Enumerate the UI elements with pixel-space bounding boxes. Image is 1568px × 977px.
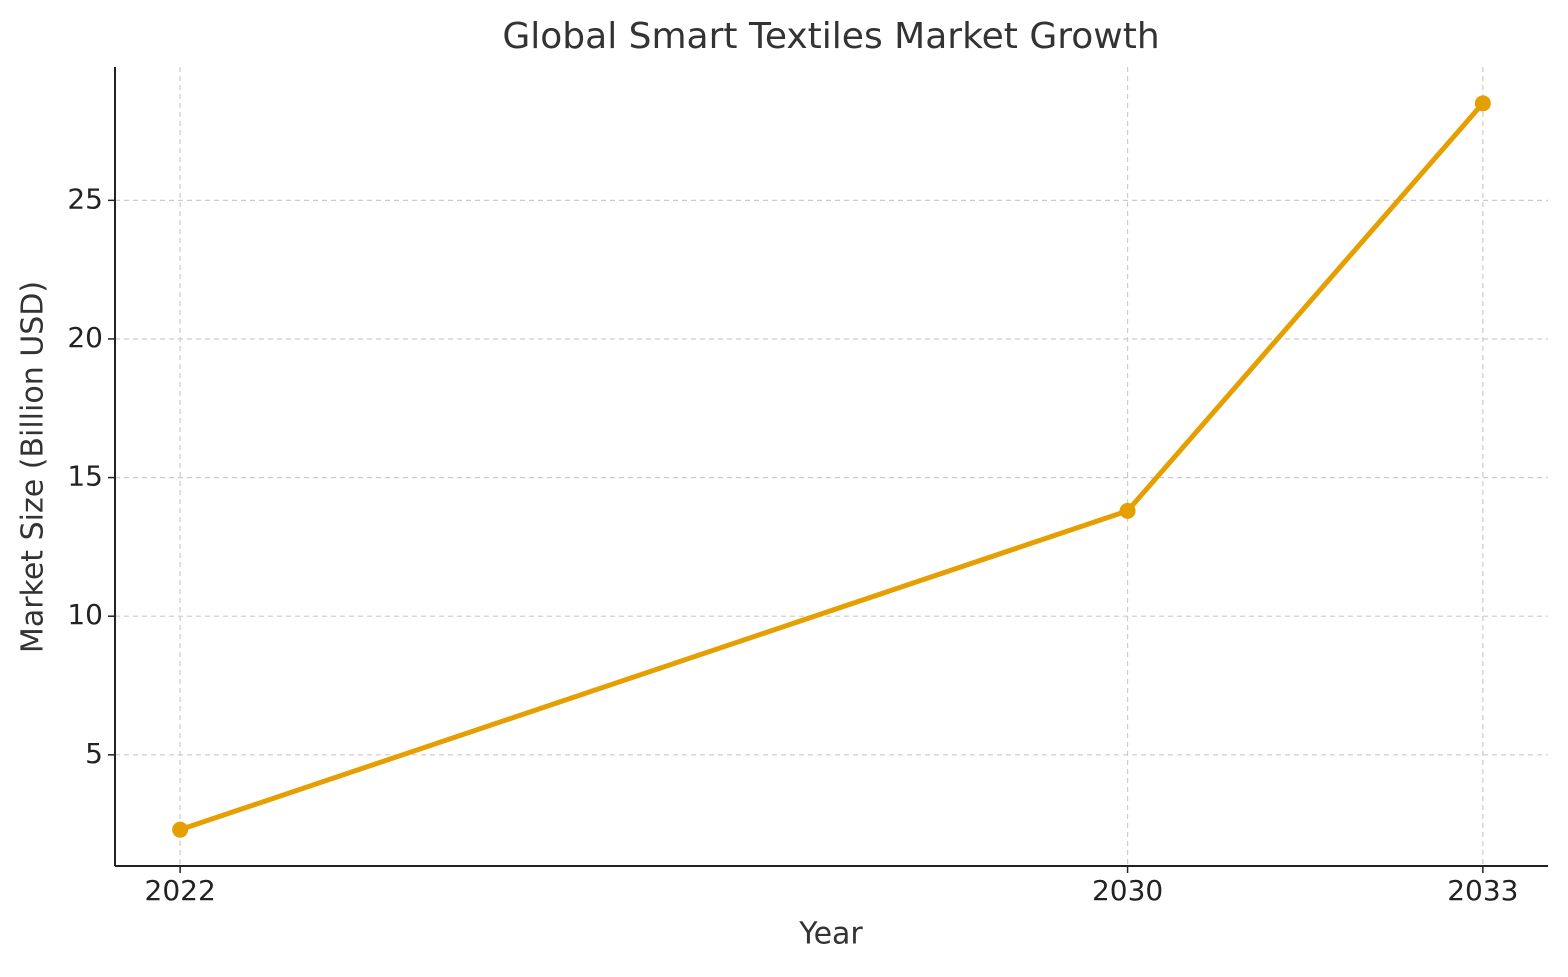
y-tick-label: 15	[67, 460, 103, 493]
x-tick-label: 2022	[145, 874, 216, 907]
data-point	[172, 822, 188, 838]
y-tick-label: 5	[85, 737, 103, 770]
y-tick-label: 10	[67, 598, 103, 631]
x-tick-label: 2033	[1447, 874, 1518, 907]
data-point	[1120, 503, 1136, 519]
y-tick-label: 20	[67, 321, 103, 354]
chart-title: Global Smart Textiles Market Growth	[502, 16, 1159, 57]
y-tick-label: 25	[67, 182, 103, 215]
x-tick-label: 2030	[1092, 874, 1163, 907]
y-axis-label: Market Size (Billion USD)	[16, 281, 51, 653]
x-axis-label: Year	[798, 917, 863, 952]
data-point	[1475, 95, 1491, 111]
